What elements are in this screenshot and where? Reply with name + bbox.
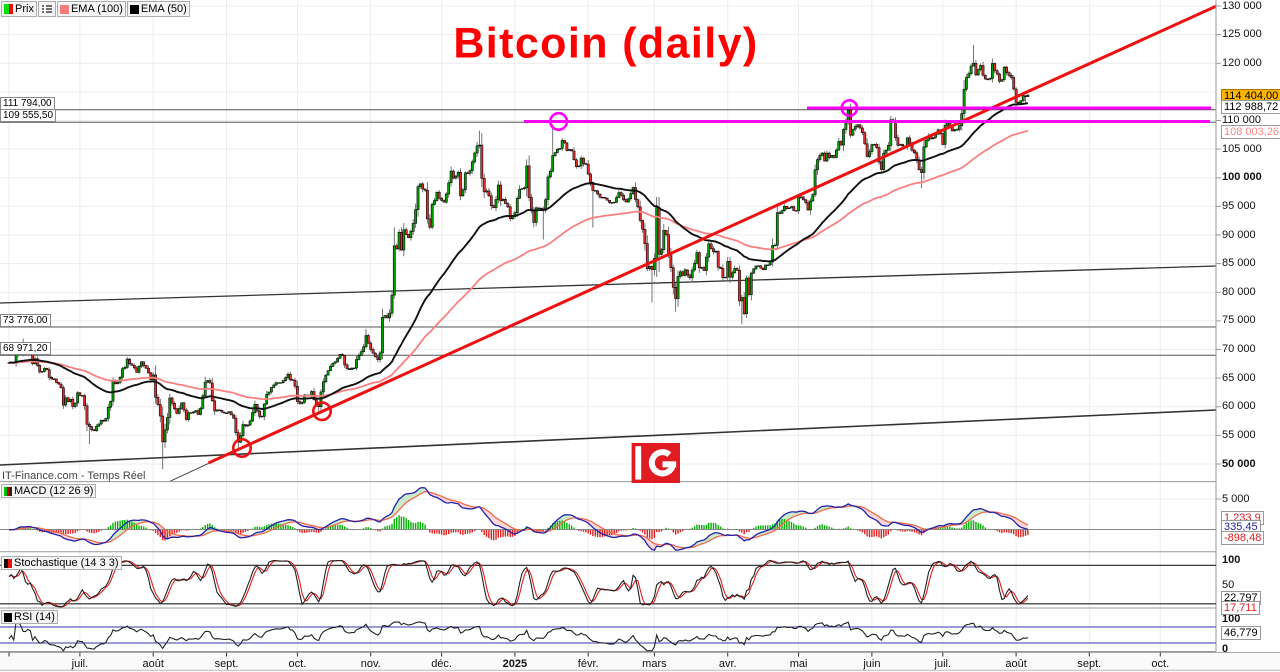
svg-text:août: août [142, 658, 163, 670]
svg-text:nov.: nov. [361, 658, 381, 670]
svg-text:juin: juin [862, 658, 880, 670]
svg-text:2025: 2025 [503, 658, 527, 670]
svg-text:mai: mai [790, 658, 808, 670]
svg-text:oct.: oct. [1151, 658, 1169, 670]
svg-text:août: août [1005, 658, 1026, 670]
svg-text:sept.: sept. [1077, 658, 1101, 670]
svg-text:juil.: juil. [71, 658, 89, 670]
svg-text:IT-Finance.com - Temps Réel: IT-Finance.com - Temps Réel [2, 470, 145, 482]
svg-text:déc.: déc. [431, 658, 452, 670]
svg-text:mars: mars [642, 658, 667, 670]
svg-text:juil.: juil. [934, 658, 952, 670]
svg-text:févr.: févr. [578, 658, 599, 670]
svg-text:Bitcoin (daily): Bitcoin (daily) [453, 20, 758, 68]
svg-text:avr.: avr. [719, 658, 737, 670]
svg-text:sept.: sept. [215, 658, 239, 670]
svg-text:oct.: oct. [289, 658, 307, 670]
